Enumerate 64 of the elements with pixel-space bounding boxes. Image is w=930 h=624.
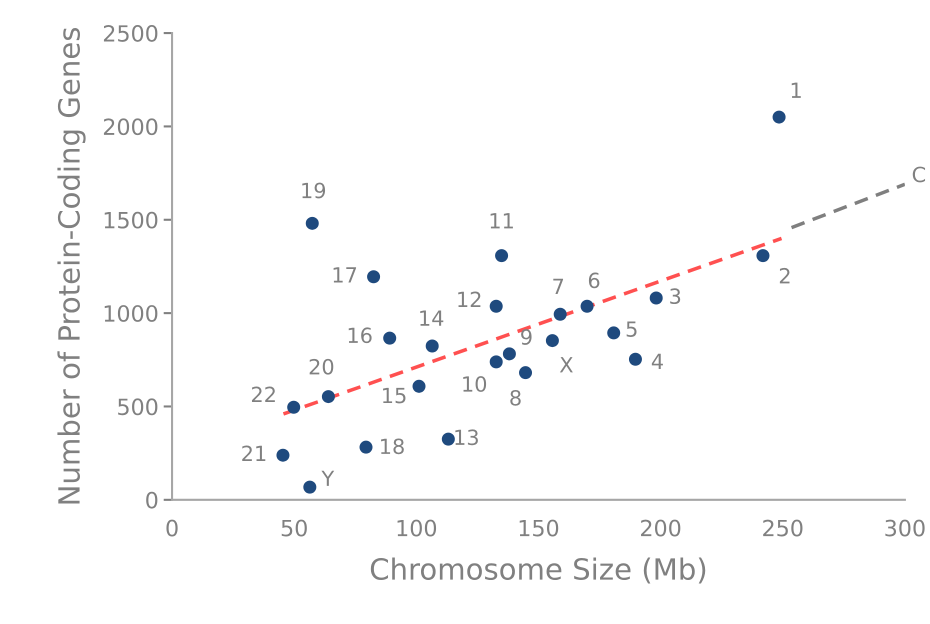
point bbox=[412, 380, 426, 393]
x-tick-label: 0 bbox=[166, 520, 178, 536]
annotation: 12 bbox=[458, 292, 480, 307]
annotation: 5 bbox=[626, 321, 637, 337]
annotation: X bbox=[560, 357, 573, 372]
annotation: 15 bbox=[383, 388, 406, 404]
point bbox=[490, 300, 503, 313]
point bbox=[442, 432, 455, 446]
point bbox=[490, 355, 503, 368]
point bbox=[360, 440, 373, 454]
x-tick-label: 250 bbox=[763, 520, 802, 536]
annotation: 8 bbox=[510, 390, 521, 406]
y-tick-label: 1500 bbox=[104, 212, 158, 229]
annotation: 17 bbox=[334, 267, 356, 282]
y-tick-label: 2000 bbox=[104, 118, 158, 136]
annotation: 13 bbox=[455, 429, 478, 446]
annotation: 6 bbox=[588, 272, 600, 288]
y-axis-title: Number of Protein-Coding Genes bbox=[57, 28, 86, 504]
annotation: 19 bbox=[302, 182, 326, 198]
annotation: 11 bbox=[490, 213, 513, 228]
annotation: Y bbox=[321, 470, 334, 486]
annotation: 3 bbox=[670, 288, 680, 304]
point bbox=[367, 270, 380, 284]
annotation: 7 bbox=[553, 278, 564, 294]
point bbox=[628, 352, 642, 366]
point bbox=[772, 110, 786, 124]
point bbox=[303, 480, 316, 494]
y-tick-label: 0 bbox=[146, 492, 158, 509]
x-tick-label: 300 bbox=[885, 520, 925, 536]
annotation: C bbox=[912, 166, 926, 182]
point bbox=[519, 366, 532, 380]
point bbox=[276, 448, 290, 462]
point bbox=[554, 308, 567, 321]
point bbox=[580, 300, 594, 313]
y-tick-label: 2500 bbox=[104, 25, 158, 42]
annotation: 1 bbox=[792, 82, 801, 98]
point bbox=[756, 249, 770, 262]
annotation: 14 bbox=[420, 310, 444, 326]
point bbox=[546, 334, 559, 348]
annotation: 21 bbox=[242, 445, 266, 461]
point bbox=[650, 291, 663, 305]
x-tick-label: 50 bbox=[282, 520, 307, 536]
point bbox=[495, 249, 508, 262]
x-tick-label: 100 bbox=[398, 520, 436, 536]
point bbox=[287, 400, 300, 414]
y-tick-label: 1000 bbox=[104, 305, 158, 322]
annotation: 4 bbox=[652, 354, 663, 369]
annotation: 20 bbox=[310, 358, 334, 375]
annotation: 10 bbox=[463, 376, 486, 392]
y-tick-label: 500 bbox=[118, 398, 158, 416]
annotation: 2 bbox=[780, 268, 790, 284]
x-tick-label: 150 bbox=[520, 520, 558, 536]
point bbox=[306, 216, 319, 230]
annotation: 22 bbox=[252, 386, 275, 402]
x-tick-label: 200 bbox=[641, 520, 680, 536]
annotation: 18 bbox=[381, 438, 404, 454]
annotation: 16 bbox=[348, 327, 372, 344]
x-axis-title: Chromosome Size (Mb) bbox=[370, 557, 706, 584]
point bbox=[322, 390, 335, 404]
point bbox=[426, 339, 439, 352]
point bbox=[383, 332, 396, 345]
annotation: 9 bbox=[521, 329, 532, 345]
point bbox=[502, 347, 516, 360]
point bbox=[607, 326, 620, 340]
